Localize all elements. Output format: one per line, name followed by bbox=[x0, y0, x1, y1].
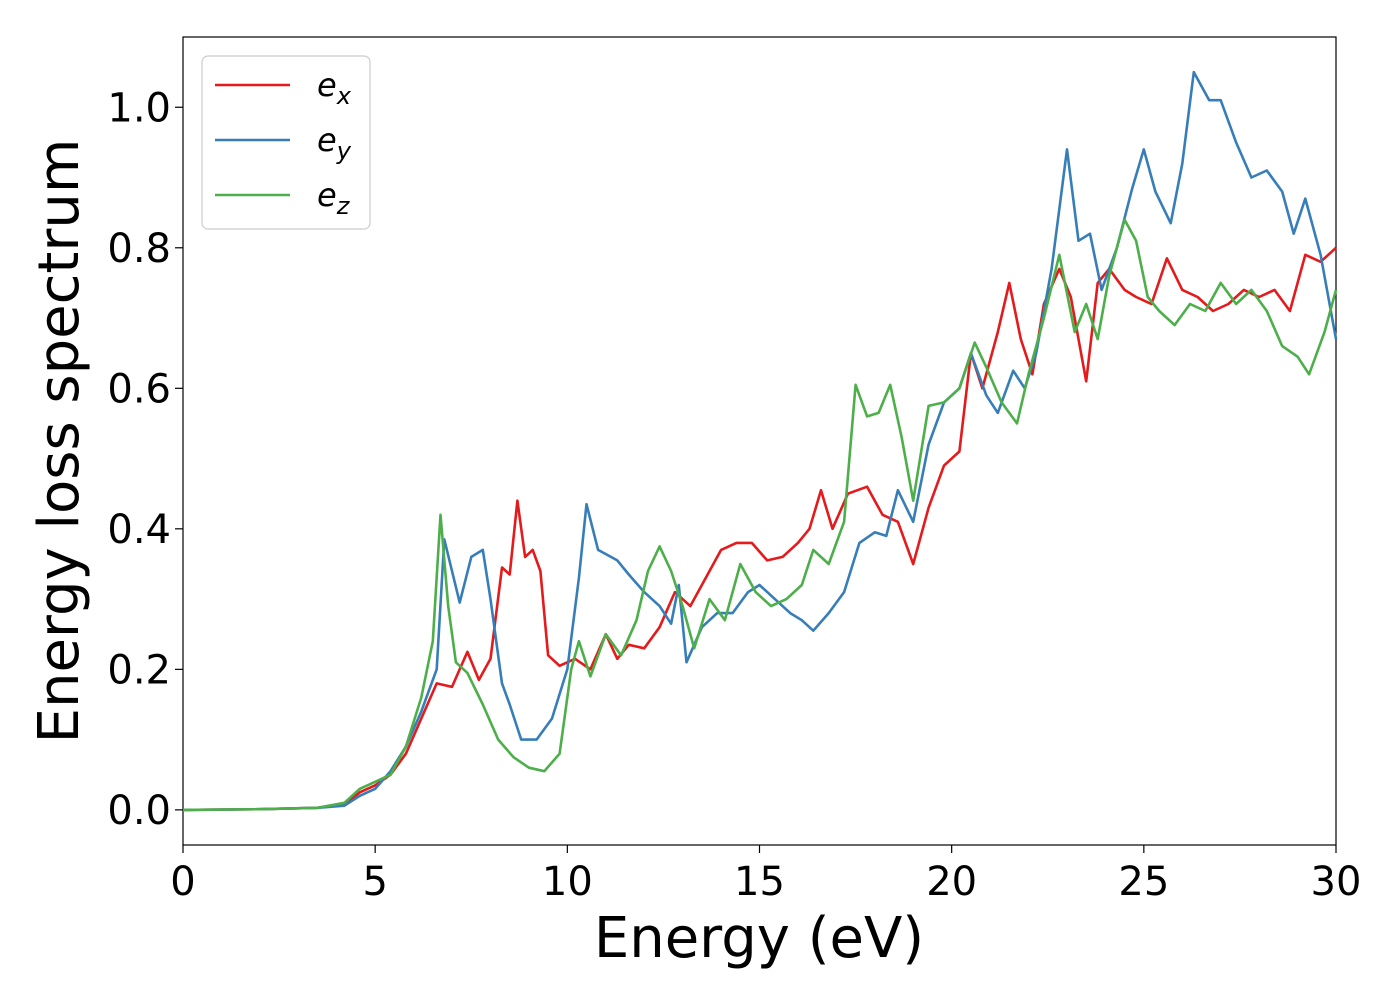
plot-area bbox=[182, 36, 1337, 846]
y-tick-label: 0.4 bbox=[107, 507, 171, 553]
legend-label-ey: ey bbox=[317, 121, 352, 165]
y-tick-label: 1.0 bbox=[107, 85, 171, 131]
y-tick-label: 0.6 bbox=[107, 366, 171, 412]
legend-label-ez: ez bbox=[317, 176, 351, 220]
x-tick-label: 10 bbox=[542, 859, 593, 905]
x-tick-label: 25 bbox=[1118, 859, 1169, 905]
legend: ex ey ez bbox=[201, 55, 371, 230]
series-line-ex bbox=[182, 246, 1337, 812]
x-axis-label: Energy (eV) bbox=[594, 906, 924, 971]
legend-label-ex: ex bbox=[317, 66, 352, 110]
x-tick-label: 20 bbox=[926, 859, 977, 905]
x-axis-ticks: 0 5 10 15 20 25 30 bbox=[170, 845, 1361, 905]
x-tick-label: 0 bbox=[170, 859, 195, 905]
y-tick-label: 0.8 bbox=[107, 226, 171, 272]
y-axis-ticks: 0.0 0.2 0.4 0.6 0.8 1.0 bbox=[107, 85, 183, 834]
y-axis-label: Energy loss spectrum bbox=[27, 139, 92, 744]
series-line-ey bbox=[182, 70, 1338, 812]
x-tick-label: 5 bbox=[362, 859, 387, 905]
series-line-ez bbox=[182, 218, 1338, 812]
y-tick-label: 0.0 bbox=[107, 788, 171, 834]
x-tick-label: 15 bbox=[734, 859, 785, 905]
legend-box bbox=[201, 55, 371, 230]
y-tick-label: 0.2 bbox=[107, 647, 171, 693]
series-layer bbox=[182, 70, 1338, 812]
x-tick-label: 30 bbox=[1311, 859, 1362, 905]
